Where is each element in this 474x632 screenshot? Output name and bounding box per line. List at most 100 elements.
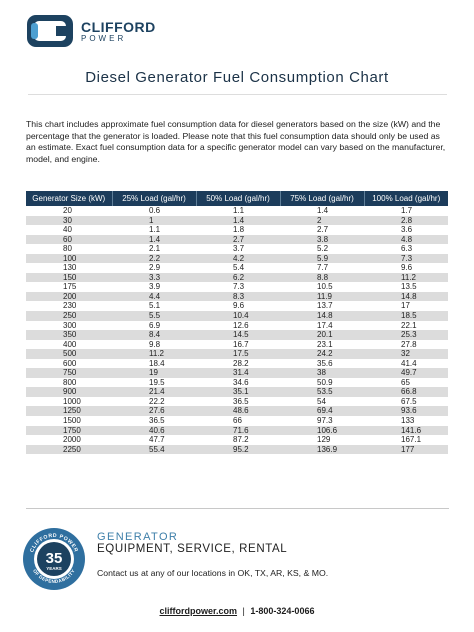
cell-generator-size: 1750 bbox=[26, 425, 112, 436]
table-row: 2250 55.4 95.2 136.9 177 bbox=[26, 444, 448, 455]
cell-fuel-value: 14.8 bbox=[280, 311, 364, 321]
cell-fuel-value: 129 bbox=[280, 435, 364, 445]
intro-paragraph: This chart includes approximate fuel con… bbox=[26, 119, 446, 164]
cell-fuel-value: 3.6 bbox=[364, 225, 448, 235]
cell-fuel-value: 106.6 bbox=[280, 425, 364, 436]
cell-fuel-value: 11.2 bbox=[364, 272, 448, 283]
cell-fuel-value: 7.7 bbox=[280, 263, 364, 273]
cell-fuel-value: 48.6 bbox=[196, 406, 280, 417]
cell-fuel-value: 1.4 bbox=[112, 234, 196, 245]
cell-fuel-value: 9.8 bbox=[112, 339, 196, 350]
cell-generator-size: 750 bbox=[26, 368, 112, 378]
cell-fuel-value: 23.1 bbox=[280, 339, 364, 350]
cell-fuel-value: 71.6 bbox=[196, 425, 280, 436]
cell-fuel-value: 67.5 bbox=[364, 396, 448, 407]
table-row: 175 3.9 7.3 10.5 13.5 bbox=[26, 282, 448, 292]
table-body: 20 0.6 1.1 1.4 1.7 30 1 1.4 2 2.8 40 1.1 1.8 2.7 3.6 60… bbox=[26, 206, 448, 455]
cell-fuel-value: 20.1 bbox=[280, 330, 364, 340]
cell-fuel-value: 65 bbox=[364, 377, 448, 388]
cell-fuel-value: 5.9 bbox=[280, 253, 364, 264]
table-row: 40 1.1 1.8 2.7 3.6 bbox=[26, 225, 448, 235]
cell-fuel-value: 6.3 bbox=[364, 244, 448, 254]
cell-fuel-value: 5.1 bbox=[112, 301, 196, 312]
fuel-consumption-table: Generator Size (kW) 25% Load (gal/hr) 50… bbox=[26, 191, 448, 455]
cell-generator-size: 230 bbox=[26, 301, 112, 312]
cell-fuel-value: 16.7 bbox=[196, 339, 280, 350]
cell-fuel-value: 93.6 bbox=[364, 406, 448, 417]
footer-separator: | bbox=[242, 606, 245, 616]
cell-fuel-value: 55.4 bbox=[112, 444, 196, 455]
cell-fuel-value: 17.5 bbox=[196, 349, 280, 359]
cell-generator-size: 400 bbox=[26, 339, 112, 350]
table-row: 250 5.5 10.4 14.8 18.5 bbox=[26, 311, 448, 321]
table-row: 1750 40.6 71.6 106.6 141.6 bbox=[26, 425, 448, 436]
cell-fuel-value: 1.1 bbox=[196, 206, 280, 216]
cell-fuel-value: 14.5 bbox=[196, 330, 280, 340]
cell-fuel-value: 7.3 bbox=[364, 253, 448, 264]
header-75-load: 75% Load (gal/hr) bbox=[280, 191, 365, 206]
cell-fuel-value: 34.6 bbox=[196, 377, 280, 388]
cell-fuel-value: 47.7 bbox=[112, 435, 196, 445]
cell-fuel-value: 9.6 bbox=[364, 263, 448, 273]
cell-generator-size: 30 bbox=[26, 215, 112, 226]
cell-fuel-value: 35.6 bbox=[280, 358, 364, 369]
header-generator-size: Generator Size (kW) bbox=[26, 191, 113, 206]
brand-logo: CLIFFORD POWER bbox=[26, 14, 226, 48]
cell-fuel-value: 13.7 bbox=[280, 301, 364, 312]
cell-fuel-value: 0.6 bbox=[112, 206, 196, 216]
cell-fuel-value: 6.2 bbox=[196, 272, 280, 283]
cell-fuel-value: 31.4 bbox=[196, 368, 280, 378]
cell-fuel-value: 2.2 bbox=[112, 253, 196, 264]
cell-generator-size: 1500 bbox=[26, 416, 112, 426]
cell-fuel-value: 49.7 bbox=[364, 368, 448, 378]
footer-divider bbox=[26, 508, 449, 509]
cell-generator-size: 300 bbox=[26, 320, 112, 331]
title-divider bbox=[28, 94, 447, 95]
cell-fuel-value: 14.8 bbox=[364, 291, 448, 302]
brand-name: CLIFFORD bbox=[81, 19, 156, 35]
cell-fuel-value: 12.6 bbox=[196, 320, 280, 331]
table-row: 20 0.6 1.1 1.4 1.7 bbox=[26, 206, 448, 216]
table-row: 30 1 1.4 2 2.8 bbox=[26, 215, 448, 226]
cell-fuel-value: 32 bbox=[364, 349, 448, 359]
cell-generator-size: 100 bbox=[26, 253, 112, 264]
cell-generator-size: 500 bbox=[26, 349, 112, 359]
cell-fuel-value: 4.4 bbox=[112, 291, 196, 302]
cell-fuel-value: 177 bbox=[364, 444, 448, 455]
website-link[interactable]: cliffordpower.com bbox=[159, 606, 238, 616]
cell-fuel-value: 97.3 bbox=[280, 416, 364, 426]
cell-fuel-value: 38 bbox=[280, 368, 364, 378]
table-row: 600 18.4 28.2 35.6 41.4 bbox=[26, 358, 448, 369]
cell-fuel-value: 17.4 bbox=[280, 320, 364, 331]
cell-generator-size: 40 bbox=[26, 225, 112, 235]
phone-number[interactable]: 1-800-324-0066 bbox=[250, 606, 315, 616]
35-years-badge-icon: CLIFFORD POWER OF DEPENDABILITY 35 YEARS bbox=[23, 528, 85, 590]
cell-fuel-value: 22.1 bbox=[364, 320, 448, 331]
cell-generator-size: 350 bbox=[26, 330, 112, 340]
cell-generator-size: 175 bbox=[26, 282, 112, 292]
cell-fuel-value: 24.2 bbox=[280, 349, 364, 359]
table-row: 900 21.4 35.1 53.5 66.8 bbox=[26, 387, 448, 397]
table-row: 200 4.4 8.3 11.9 14.8 bbox=[26, 291, 448, 302]
table-row: 750 19 31.4 38 49.7 bbox=[26, 368, 448, 378]
cell-fuel-value: 7.3 bbox=[196, 282, 280, 292]
header-100-load: 100% Load (gal/hr) bbox=[364, 191, 448, 206]
cell-generator-size: 600 bbox=[26, 358, 112, 369]
cell-fuel-value: 136.9 bbox=[280, 444, 364, 455]
cell-fuel-value: 2.8 bbox=[364, 215, 448, 226]
badge-number: 35 bbox=[46, 550, 63, 567]
cell-fuel-value: 11.9 bbox=[280, 291, 364, 302]
table-row: 150 3.3 6.2 8.8 11.2 bbox=[26, 272, 448, 283]
table-row: 2000 47.7 87.2 129 167.1 bbox=[26, 435, 448, 445]
cell-fuel-value: 21.4 bbox=[112, 387, 196, 397]
cell-generator-size: 130 bbox=[26, 263, 112, 273]
cell-fuel-value: 1 bbox=[112, 215, 196, 226]
cell-fuel-value: 40.6 bbox=[112, 425, 196, 436]
table-row: 1250 27.6 48.6 69.4 93.6 bbox=[26, 406, 448, 417]
table-row: 400 9.8 16.7 23.1 27.8 bbox=[26, 339, 448, 350]
cell-fuel-value: 10.4 bbox=[196, 311, 280, 321]
cell-fuel-value: 167.1 bbox=[364, 435, 448, 445]
cell-fuel-value: 17 bbox=[364, 301, 448, 312]
cell-generator-size: 2250 bbox=[26, 444, 112, 455]
cell-fuel-value: 69.4 bbox=[280, 406, 364, 417]
